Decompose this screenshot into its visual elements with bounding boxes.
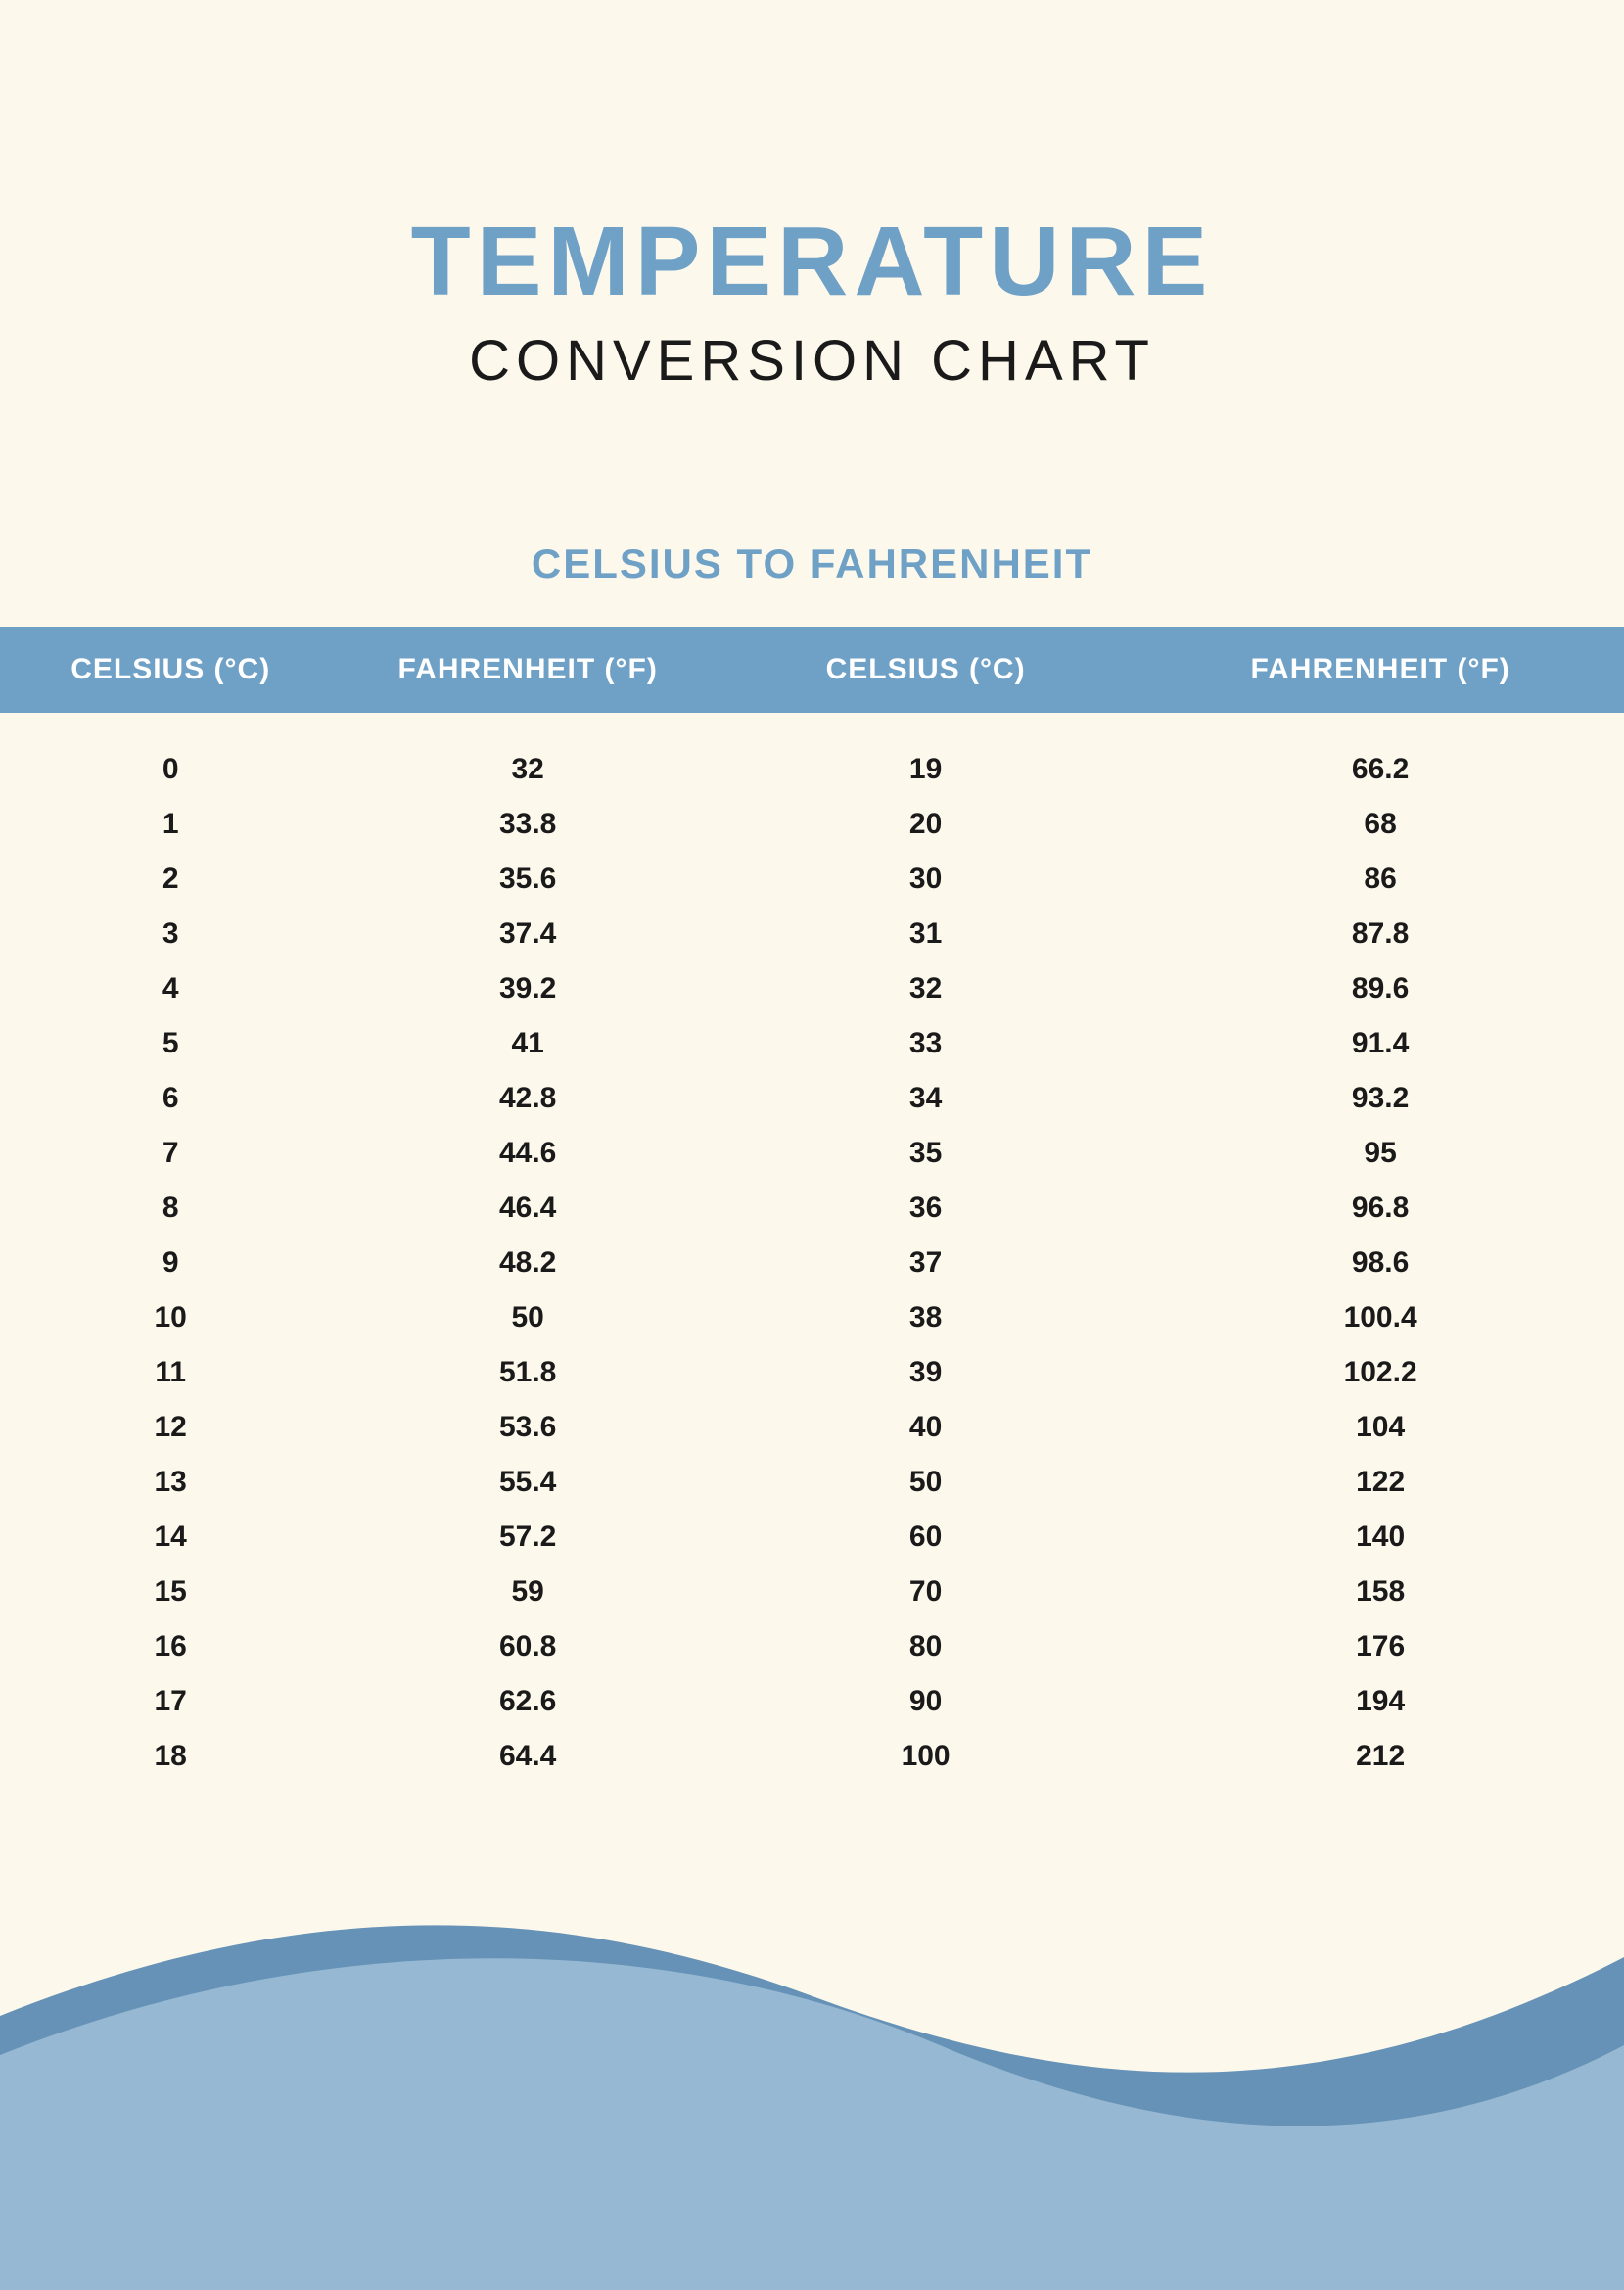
table-cell: 18 <box>155 1729 187 1784</box>
table-cell: 50 <box>511 1290 543 1345</box>
table-cell: 8 <box>162 1181 179 1236</box>
table-cell: 6 <box>162 1071 179 1126</box>
table-cell: 90 <box>909 1674 942 1729</box>
table-cell: 32 <box>909 961 942 1016</box>
table-cell: 11 <box>155 1345 186 1400</box>
table-cell: 60 <box>909 1510 942 1565</box>
table-cell: 50 <box>909 1455 942 1510</box>
table-cell: 57.2 <box>499 1510 556 1565</box>
table-cell: 41 <box>511 1016 543 1071</box>
section-title: CELSIUS TO FAHRENHEIT <box>0 540 1624 587</box>
table-cell: 46.4 <box>499 1181 556 1236</box>
table-cell: 35.6 <box>499 852 556 907</box>
table-cell: 48.2 <box>499 1236 556 1290</box>
table-cell: 212 <box>1356 1729 1405 1784</box>
table-cell: 5 <box>162 1016 179 1071</box>
table-cell: 70 <box>909 1565 942 1619</box>
table-cell: 68 <box>1364 797 1396 852</box>
table-cell: 9 <box>162 1236 179 1290</box>
table-cell: 100.4 <box>1344 1290 1417 1345</box>
table-cell: 51.8 <box>499 1345 556 1400</box>
table-cell: 64.4 <box>499 1729 556 1784</box>
conversion-table: 0123456789101112131415161718 3233.835.63… <box>0 713 1624 1784</box>
table-cell: 37.4 <box>499 907 556 961</box>
table-cell: 33.8 <box>499 797 556 852</box>
table-cell: 98.6 <box>1352 1236 1409 1290</box>
table-column-fahrenheit-1: 3233.835.637.439.24142.844.646.448.25051… <box>341 742 715 1784</box>
table-cell: 0 <box>162 742 179 797</box>
table-cell: 34 <box>909 1071 942 1126</box>
table-cell: 122 <box>1356 1455 1405 1510</box>
table-cell: 4 <box>162 961 179 1016</box>
table-cell: 42.8 <box>499 1071 556 1126</box>
table-cell: 91.4 <box>1352 1016 1409 1071</box>
table-cell: 104 <box>1356 1400 1405 1455</box>
table-cell: 100 <box>902 1729 951 1784</box>
table-cell: 37 <box>909 1236 942 1290</box>
table-cell: 14 <box>155 1510 187 1565</box>
wave-decoration-back <box>0 1820 1624 2290</box>
page-title: TEMPERATURE <box>0 206 1624 318</box>
table-cell: 44.6 <box>499 1126 556 1181</box>
table-header-cell: CELSIUS (°C) <box>0 653 341 686</box>
table-cell: 55.4 <box>499 1455 556 1510</box>
table-cell: 87.8 <box>1352 907 1409 961</box>
table-cell: 102.2 <box>1344 1345 1417 1400</box>
table-cell: 39.2 <box>499 961 556 1016</box>
table-cell: 86 <box>1364 852 1396 907</box>
table-cell: 3 <box>162 907 179 961</box>
table-cell: 10 <box>155 1290 187 1345</box>
table-cell: 66.2 <box>1352 742 1409 797</box>
page-subtitle: CONVERSION CHART <box>0 328 1624 394</box>
table-cell: 194 <box>1356 1674 1405 1729</box>
table-header-cell: CELSIUS (°C) <box>715 653 1137 686</box>
table-cell: 19 <box>909 742 942 797</box>
table-cell: 7 <box>162 1126 179 1181</box>
table-cell: 35 <box>909 1126 942 1181</box>
table-header-cell: FAHRENHEIT (°F) <box>341 653 715 686</box>
table-cell: 140 <box>1356 1510 1405 1565</box>
table-cell: 33 <box>909 1016 942 1071</box>
table-cell: 93.2 <box>1352 1071 1409 1126</box>
table-cell: 32 <box>511 742 543 797</box>
table-cell: 13 <box>155 1455 187 1510</box>
table-column-celsius-1: 0123456789101112131415161718 <box>0 742 341 1784</box>
table-cell: 30 <box>909 852 942 907</box>
table-cell: 40 <box>909 1400 942 1455</box>
table-cell: 20 <box>909 797 942 852</box>
table-cell: 60.8 <box>499 1619 556 1674</box>
title-block: TEMPERATURE CONVERSION CHART <box>0 0 1624 394</box>
table-cell: 39 <box>909 1345 942 1400</box>
table-cell: 95 <box>1364 1126 1396 1181</box>
table-cell: 80 <box>909 1619 942 1674</box>
table-cell: 12 <box>155 1400 187 1455</box>
table-cell: 53.6 <box>499 1400 556 1455</box>
table-cell: 176 <box>1356 1619 1405 1674</box>
table-cell: 38 <box>909 1290 942 1345</box>
table-column-celsius-2: 192030313233343536373839405060708090100 <box>715 742 1137 1784</box>
table-cell: 1 <box>162 797 179 852</box>
table-cell: 15 <box>155 1565 187 1619</box>
table-cell: 16 <box>155 1619 187 1674</box>
table-cell: 17 <box>155 1674 187 1729</box>
table-column-fahrenheit-2: 66.2688687.889.691.493.29596.898.6100.41… <box>1137 742 1624 1784</box>
table-cell: 62.6 <box>499 1674 556 1729</box>
table-header-cell: FAHRENHEIT (°F) <box>1137 653 1624 686</box>
table-cell: 36 <box>909 1181 942 1236</box>
table-cell: 31 <box>909 907 942 961</box>
table-cell: 158 <box>1356 1565 1405 1619</box>
table-cell: 96.8 <box>1352 1181 1409 1236</box>
table-header-bar: CELSIUS (°C) FAHRENHEIT (°F) CELSIUS (°C… <box>0 627 1624 713</box>
table-cell: 2 <box>162 852 179 907</box>
table-cell: 89.6 <box>1352 961 1409 1016</box>
wave-decoration-front <box>0 1879 1624 2290</box>
table-cell: 59 <box>511 1565 543 1619</box>
